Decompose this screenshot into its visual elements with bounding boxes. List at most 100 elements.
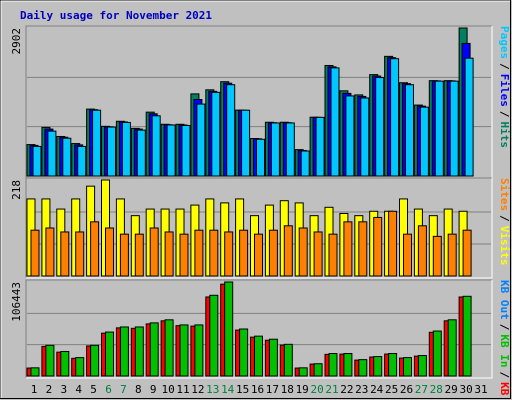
x-tick-label: 4 <box>75 383 82 396</box>
x-tick-label: 24 <box>370 383 384 396</box>
bar <box>77 145 87 177</box>
x-tick-label: 22 <box>340 383 353 396</box>
bar <box>181 125 191 177</box>
x-tick-label: 30 <box>459 383 472 396</box>
bar <box>149 227 159 277</box>
x-tick-label: 19 <box>296 383 309 396</box>
x-tick-label: 16 <box>251 383 264 396</box>
legend-label: Sites <box>498 178 511 211</box>
bar <box>194 229 204 277</box>
bar <box>90 344 100 377</box>
bar <box>241 109 251 177</box>
panel-bevel <box>25 25 492 178</box>
bar <box>328 353 338 377</box>
bar <box>390 58 400 177</box>
bar <box>358 359 368 377</box>
x-tick-label: 6 <box>105 383 112 396</box>
bar <box>405 84 414 177</box>
bar <box>119 326 129 377</box>
bar <box>209 294 219 377</box>
legend-label: KB In <box>498 334 511 367</box>
bar <box>45 344 55 377</box>
bar <box>388 210 398 277</box>
x-tick-label: 11 <box>176 383 189 396</box>
bar <box>239 328 249 377</box>
bar <box>224 281 234 377</box>
bar <box>283 225 293 277</box>
x-tick-label: 1 <box>31 383 38 396</box>
legend-label: KB F <box>498 382 511 400</box>
bar <box>30 229 40 277</box>
x-tick-label: 5 <box>90 383 97 396</box>
bar <box>403 233 412 277</box>
bar <box>226 84 236 177</box>
bar <box>136 129 146 177</box>
bar <box>403 357 412 377</box>
bar <box>375 77 385 177</box>
bar <box>119 233 129 277</box>
x-tick-label: 17 <box>266 383 279 396</box>
bar <box>196 103 206 177</box>
bar <box>62 137 72 177</box>
bar <box>30 367 40 377</box>
bar <box>417 355 427 377</box>
bar <box>373 216 383 277</box>
x-tick-label: 29 <box>445 383 458 396</box>
bar <box>432 235 442 277</box>
bar <box>164 319 174 377</box>
x-tick-label: 26 <box>400 383 413 396</box>
bar <box>283 343 293 377</box>
legend-label: KB Out <box>498 280 511 320</box>
bar <box>343 353 353 377</box>
bar <box>328 233 338 277</box>
bar <box>447 319 457 377</box>
bar <box>32 145 42 177</box>
bar <box>179 324 189 377</box>
legend-separator: / <box>498 215 511 222</box>
bar <box>90 221 100 277</box>
legend-label: Visits <box>498 226 511 266</box>
bar <box>164 231 174 277</box>
legend-label: Files <box>498 74 511 107</box>
bar <box>447 233 457 277</box>
bar <box>60 231 70 277</box>
x-tick-label: 25 <box>385 383 398 396</box>
y-tick-label: 218 <box>10 180 23 200</box>
bar <box>60 350 70 377</box>
bar <box>47 130 57 177</box>
bar <box>149 322 159 377</box>
bar <box>343 221 353 277</box>
x-tick-label: 2 <box>46 383 53 396</box>
x-tick-label: 18 <box>281 383 294 396</box>
bar <box>345 95 355 177</box>
bar <box>75 231 85 277</box>
bar <box>270 122 280 177</box>
bar <box>92 109 102 177</box>
bar <box>268 229 278 277</box>
bar <box>105 331 114 377</box>
bar <box>298 227 308 277</box>
bar <box>360 97 370 177</box>
x-tick-label: 27 <box>415 383 428 396</box>
bar <box>419 106 429 177</box>
bar <box>300 150 310 177</box>
bar <box>449 80 459 177</box>
bar <box>151 115 161 177</box>
bar <box>224 231 234 277</box>
bar <box>239 229 249 277</box>
bar <box>462 295 472 377</box>
x-tick-label: 9 <box>150 383 157 396</box>
bar <box>121 121 131 177</box>
bar <box>179 233 189 277</box>
bar <box>358 221 368 277</box>
bar <box>75 357 85 377</box>
bar <box>107 126 116 177</box>
legend-label: Hits <box>498 122 511 149</box>
x-tick-label: 8 <box>135 383 142 396</box>
x-tick-label: 13 <box>206 383 219 396</box>
bar <box>209 229 219 277</box>
x-tick-label: 14 <box>221 383 235 396</box>
x-tick-label: 15 <box>236 383 249 396</box>
bar <box>105 227 114 277</box>
